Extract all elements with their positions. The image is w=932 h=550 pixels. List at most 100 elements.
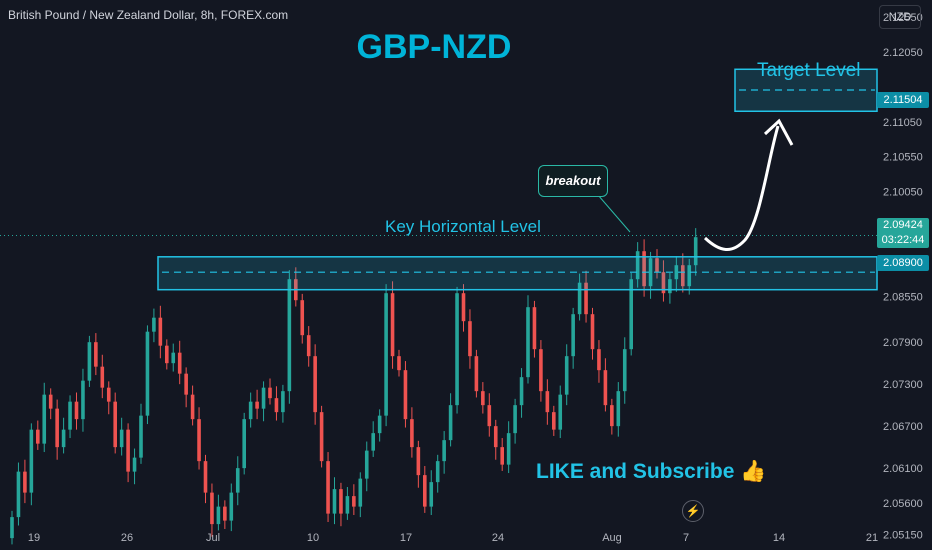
- candle-body: [235, 468, 240, 493]
- candle-body: [345, 496, 350, 514]
- lightning-icon[interactable]: ⚡: [682, 500, 704, 522]
- candle-body: [177, 352, 182, 374]
- candle-body: [648, 258, 653, 287]
- candle-body: [352, 496, 356, 507]
- candle-body: [281, 391, 285, 413]
- candle-body: [16, 471, 21, 518]
- symbol-title: British Pound / New Zealand Dollar, 8h, …: [8, 8, 289, 22]
- candle-body: [603, 370, 608, 406]
- candle-body: [629, 279, 633, 350]
- target-price-label: 2.11504: [877, 92, 929, 108]
- forecast-arrowhead: [763, 118, 794, 146]
- y-tick-label: 2.11050: [883, 117, 922, 129]
- candle-body: [274, 398, 279, 413]
- candle-body: [165, 345, 169, 364]
- candle-body: [100, 366, 105, 388]
- candle-body: [390, 293, 395, 357]
- candle-body: [622, 349, 627, 392]
- candle-body: [474, 356, 479, 392]
- candle-body: [171, 352, 176, 364]
- x-tick-label: 26: [121, 532, 133, 544]
- breakout-pointer: [597, 194, 631, 233]
- currency-button[interactable]: NZD: [879, 5, 921, 29]
- candle-body: [300, 300, 305, 336]
- candle-body: [590, 314, 595, 350]
- candle-body: [268, 387, 272, 399]
- candle-body: [23, 471, 27, 493]
- candle-body: [461, 293, 466, 322]
- y-tick-label: 2.05600: [883, 498, 923, 510]
- x-tick-label: 10: [307, 532, 319, 544]
- x-axis: 19 26 Jul 10 17 24 Aug 7 14 21: [28, 532, 878, 544]
- x-tick-label: Aug: [602, 532, 622, 544]
- countdown-label: 03:22:44: [881, 234, 925, 246]
- candle-body: [584, 282, 588, 315]
- candle-body: [597, 349, 601, 371]
- candle-body: [55, 408, 59, 448]
- candle-body: [558, 394, 563, 430]
- target-level-label: Target Level: [757, 60, 861, 81]
- candle-body: [255, 401, 259, 409]
- candle-body: [552, 412, 556, 430]
- candle-body: [42, 394, 47, 444]
- candle-body: [435, 461, 440, 483]
- candle-body: [410, 419, 414, 448]
- candle-body: [468, 321, 472, 357]
- candle-body: [545, 391, 550, 413]
- candle-body: [448, 405, 453, 441]
- candle-body: [216, 506, 221, 525]
- candle-body: [261, 387, 266, 409]
- x-tick-label: Jul: [206, 532, 220, 544]
- candle-body: [384, 293, 388, 416]
- candle-body: [403, 370, 408, 420]
- support-price-label: 2.08900: [877, 255, 929, 271]
- y-tick-label: 2.10050: [883, 187, 923, 199]
- candle-body: [87, 342, 92, 381]
- candle-body: [364, 450, 369, 479]
- candle-body: [332, 489, 337, 514]
- candle-body: [577, 282, 582, 315]
- candle-body: [248, 401, 253, 420]
- candle-body: [113, 401, 117, 448]
- y-tick-label: 2.10550: [883, 152, 923, 164]
- candle-body: [493, 426, 498, 448]
- candle-body: [655, 258, 659, 273]
- candle-body: [455, 293, 459, 406]
- y-tick-label: 2.08550: [883, 292, 923, 304]
- candle-body: [287, 279, 292, 392]
- candle-body: [506, 433, 511, 465]
- current-price-tag: 2.09424 03:22:44: [877, 218, 929, 248]
- candle-body: [319, 412, 324, 462]
- candle-body: [377, 415, 382, 434]
- zone-box: [157, 256, 878, 291]
- candle-body: [94, 342, 98, 367]
- candle-body: [358, 478, 363, 507]
- candle-body: [616, 391, 621, 427]
- y-tick-label: 2.12050: [883, 47, 923, 59]
- candle-body: [513, 405, 517, 434]
- candle-body: [106, 387, 111, 402]
- candle-body: [48, 394, 53, 409]
- candle-body: [519, 377, 524, 406]
- candle-body: [487, 405, 492, 427]
- candle-body: [197, 419, 201, 462]
- candle-body: [36, 429, 40, 444]
- y-tick-label: 2.07900: [883, 337, 923, 349]
- candle-body: [481, 391, 485, 406]
- candle-body: [119, 429, 124, 448]
- candle-body: [145, 331, 150, 416]
- candle-body: [203, 461, 208, 493]
- y-tick-label: 2.05150: [883, 530, 923, 542]
- candle-body: [223, 506, 227, 521]
- candle-body: [564, 356, 569, 395]
- candle-body: [687, 265, 692, 287]
- candle-body: [416, 447, 421, 476]
- candle-body: [132, 457, 137, 472]
- candle-body: [242, 419, 246, 469]
- candle-body: [158, 317, 163, 346]
- x-tick-label: 14: [773, 532, 785, 544]
- candle-body: [371, 433, 375, 451]
- candle-body: [190, 394, 195, 420]
- candle-body: [10, 517, 14, 539]
